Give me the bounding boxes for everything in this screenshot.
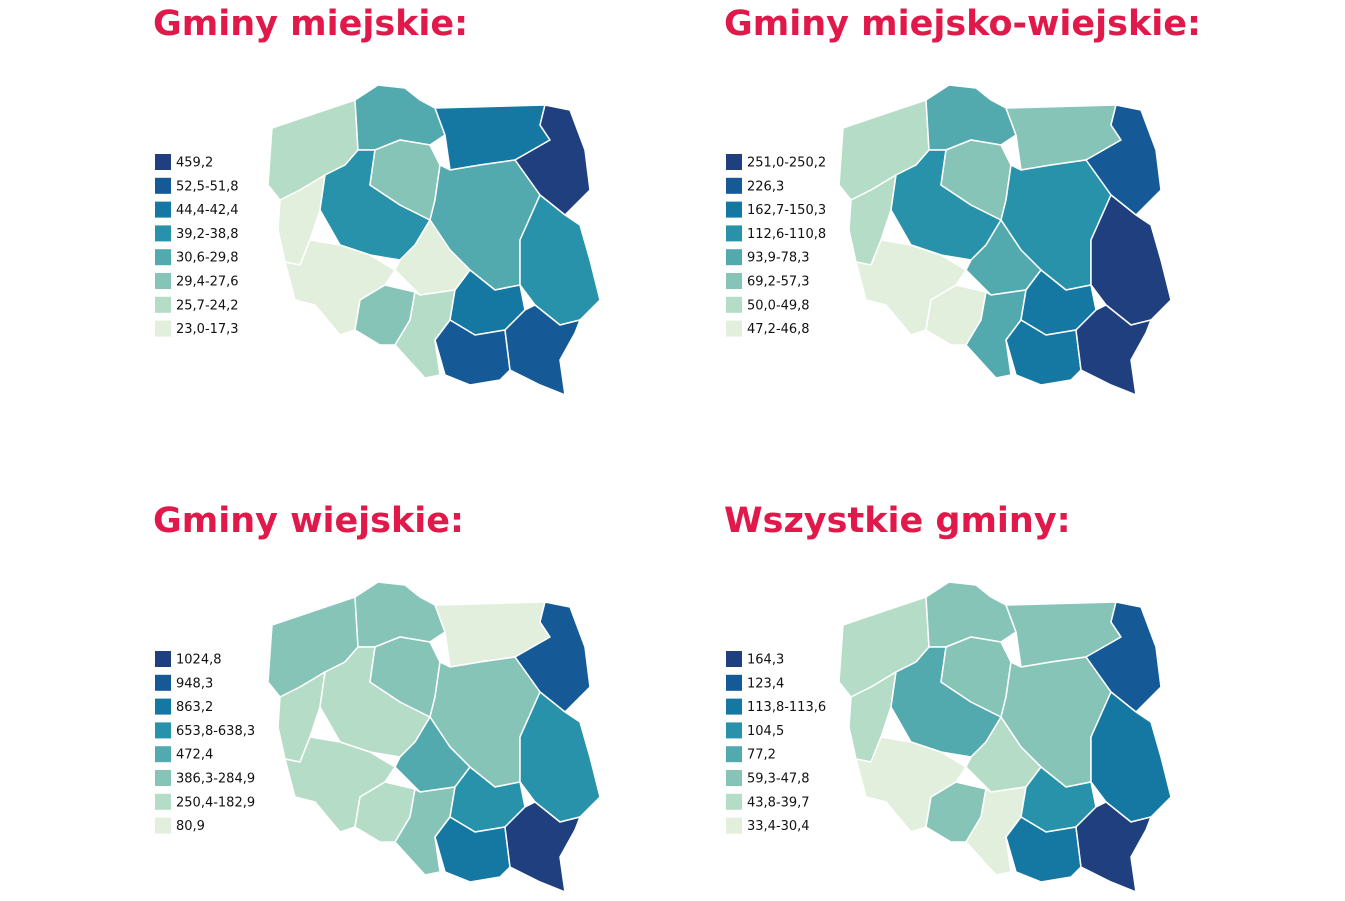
- legend-swatch: [155, 296, 171, 313]
- legend-label: 123,4: [747, 676, 784, 691]
- legend-swatch: [726, 177, 742, 194]
- legend-swatch: [155, 674, 171, 691]
- map: [267, 84, 601, 396]
- legend-swatch: [726, 320, 742, 337]
- legend-label: 948,3: [176, 676, 213, 691]
- region: [1090, 194, 1172, 326]
- legend-label: 93,9-78,3: [747, 251, 810, 266]
- legend-label: 472,4: [176, 748, 213, 763]
- legend-swatch: [155, 249, 171, 266]
- legend-label: 25,7-24,2: [176, 298, 239, 313]
- region: [965, 289, 1027, 379]
- legend-label: 164,3: [747, 653, 784, 668]
- legend-swatch: [155, 651, 171, 667]
- legend-swatch: [155, 770, 171, 786]
- region: [394, 786, 456, 876]
- region: [1075, 304, 1152, 396]
- legend-swatch: [726, 225, 742, 242]
- legend-label: 162,7-150,3: [747, 203, 826, 218]
- panel: Gminy miejsko-wiejskie: 251,0-250,2 226,3 1…: [724, 4, 1201, 396]
- legend-swatch: [155, 225, 171, 242]
- legend-label: 386,3-284,9: [176, 772, 255, 787]
- map: [838, 581, 1172, 893]
- legend-label: 50,0-49,8: [747, 298, 810, 313]
- panel: Gminy miejskie: 459,2 52,5-51,8 44,4-42,4 39…: [153, 4, 601, 396]
- region: [519, 691, 601, 823]
- legend-swatch: [155, 746, 171, 763]
- region: [504, 801, 581, 893]
- legend-label: 77,2: [747, 748, 776, 763]
- legend-swatch: [155, 273, 171, 289]
- legend-swatch: [726, 273, 742, 289]
- legend-swatch: [726, 201, 742, 218]
- legend-swatch: [726, 770, 742, 786]
- region: [965, 786, 1027, 876]
- region: [394, 289, 456, 379]
- legend-label: 653,8-638,3: [176, 724, 255, 739]
- legend-label: 33,4-30,4: [747, 819, 810, 834]
- map: [838, 84, 1172, 396]
- region: [1075, 801, 1152, 893]
- legend-swatch: [155, 320, 171, 337]
- panel: Wszystkie gminy: 164,3 123,4 113,8-113,6 104…: [724, 501, 1172, 893]
- legend-swatch: [726, 296, 742, 313]
- region: [1090, 691, 1172, 823]
- legend-label: 30,6-29,8: [176, 251, 239, 266]
- panel-title: Gminy miejsko-wiejskie:: [724, 4, 1201, 44]
- panel-title: Gminy miejskie:: [153, 4, 468, 44]
- map: [267, 581, 601, 893]
- legend-label: 250,4-182,9: [176, 795, 255, 810]
- legend-label: 104,5: [747, 724, 784, 739]
- legend-label: 226,3: [747, 179, 784, 194]
- legend-swatch: [155, 793, 171, 810]
- legend-label: 112,6-110,8: [747, 227, 826, 242]
- legend-label: 113,8-113,6: [747, 700, 826, 715]
- legend-swatch: [155, 154, 171, 170]
- legend-swatch: [155, 177, 171, 194]
- panel-title: Wszystkie gminy:: [724, 501, 1071, 541]
- legend-label: 59,3-47,8: [747, 772, 810, 787]
- legend-swatch: [726, 154, 742, 170]
- legend-label: 69,2-57,3: [747, 275, 810, 290]
- panel: Gminy wiejskie: 1024,8 948,3 863,2 653,8-638…: [153, 501, 601, 893]
- legend-swatch: [726, 249, 742, 266]
- legend-label: 39,2-38,8: [176, 227, 239, 242]
- legend-swatch: [726, 746, 742, 763]
- legend-label: 251,0-250,2: [747, 156, 826, 171]
- legend-label: 43,8-39,7: [747, 795, 810, 810]
- legend-swatch: [726, 722, 742, 739]
- legend-label: 44,4-42,4: [176, 203, 239, 218]
- legend-swatch: [155, 201, 171, 218]
- legend-swatch: [726, 698, 742, 715]
- legend-swatch: [726, 817, 742, 834]
- region: [519, 194, 601, 326]
- legend-label: 23,0-17,3: [176, 322, 239, 337]
- legend-swatch: [726, 674, 742, 691]
- legend-swatch: [155, 722, 171, 739]
- legend-swatch: [726, 793, 742, 810]
- legend-label: 80,9: [176, 819, 205, 834]
- panel-title: Gminy wiejskie:: [153, 501, 464, 541]
- legend-label: 52,5-51,8: [176, 179, 239, 194]
- legend-swatch: [726, 651, 742, 667]
- legend-label: 47,2-46,8: [747, 322, 810, 337]
- legend-label: 459,2: [176, 156, 213, 171]
- legend-swatch: [155, 698, 171, 715]
- legend-label: 1024,8: [176, 653, 222, 668]
- region: [504, 304, 581, 396]
- legend-label: 863,2: [176, 700, 213, 715]
- legend-swatch: [155, 817, 171, 834]
- legend-label: 29,4-27,6: [176, 275, 239, 290]
